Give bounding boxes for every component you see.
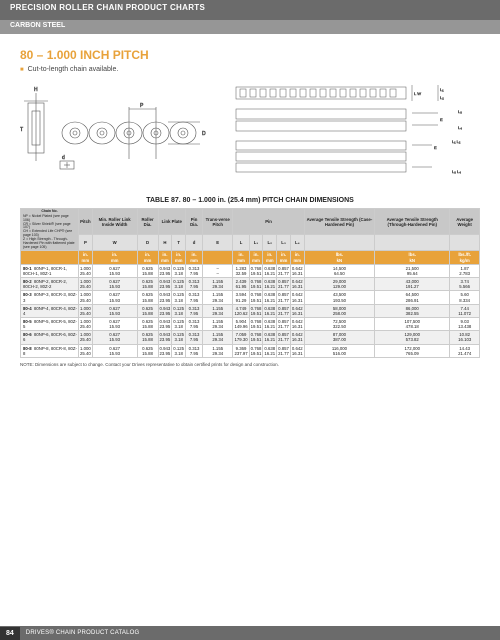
header-bar: PRECISION ROLLER CHAIN PRODUCT CHARTS [0,0,500,20]
table-row: 80-8 80NP-8, 80CR-8, 80Z-81.00025.400.62… [21,344,480,357]
svg-text:L W: L W [414,91,421,96]
strand-3: E L₁ L₂ L₃ L₄ [236,139,461,174]
bullet-icon: ■ [20,67,24,73]
svg-text:L₃ L₄: L₃ L₄ [452,169,461,174]
col-chain: Chain No. NP = Nickel Plated (see page 1… [21,209,79,251]
svg-text:L₄: L₄ [458,125,462,130]
table-body: 80-1 80NP-1, 80CR-1, 80CH-1, 80Z-11.0002… [21,264,480,357]
table-row: 80-1 80NP-1, 80CR-1, 80CH-1, 80Z-11.0002… [21,264,480,277]
header-sub: CARBON STEEL [10,22,65,29]
diagram-top: L W L₁ L₂ E L₃ L₄ [228,83,480,187]
page-number: 84 [0,627,20,640]
table-row: 80-6 80NP-6, 80CR-6, 80Z-61.00025.400.62… [21,331,480,344]
svg-text:H: H [34,87,38,93]
dimension-table: Chain No. NP = Nickel Plated (see page 1… [20,208,480,358]
diagrams: H T [20,83,480,187]
strand-1: L W L₁ L₂ [236,85,444,101]
svg-text:E: E [440,117,443,122]
table-row: 80-4 80NP-4, 80CR-4, 80Z-41.00025.400.62… [21,304,480,317]
header-title: PRECISION ROLLER CHAIN PRODUCT CHARTS [10,3,205,12]
unit-row: in.mm in.mm in.mm in.mm in.mm in.mm in.m… [21,251,480,264]
svg-text:d: d [62,155,65,161]
table-row: 80-5 80NP-5, 80CR-5, 80Z-51.00025.400.62… [21,318,480,331]
svg-text:D: D [202,131,206,137]
section-bullet: ■ Cut-to-length chain available. [20,66,480,73]
svg-text:P: P [140,103,144,109]
svg-text:L₁: L₁ [440,87,444,92]
svg-text:L₃: L₃ [458,109,462,114]
footer-label: DRIVES® CHAIN PRODUCT CATALOG [26,630,140,636]
footer: 84 DRIVES® CHAIN PRODUCT CATALOG [0,626,500,640]
table-row: 80-2 80NP-2, 80CR-2, 80CH-2, 80Z-21.0002… [21,278,480,291]
svg-text:E: E [434,145,437,150]
table-row: 80-3 80NP-3, 80CR-3, 80Z-31.00025.400.62… [21,291,480,304]
svg-text:L₂: L₂ [440,95,444,100]
table-head: Chain No. NP = Nickel Plated (see page 1… [21,209,480,265]
bullet-text: Cut-to-length chain available. [28,66,119,73]
sub-bar: CARBON STEEL [0,20,500,34]
svg-text:T: T [20,127,23,133]
strand-2: E L₃ L₄ [236,109,462,131]
table-title: TABLE 87. 80 – 1.000 in. (25.4 mm) PITCH… [20,197,480,204]
svg-text:L₁ L₂: L₁ L₂ [452,139,461,144]
footnote: NOTE: Dimensions are subject to change. … [20,362,480,367]
section-title: 80 – 1.000 INCH PITCH [20,48,480,62]
diagram-side: H T [20,83,220,187]
